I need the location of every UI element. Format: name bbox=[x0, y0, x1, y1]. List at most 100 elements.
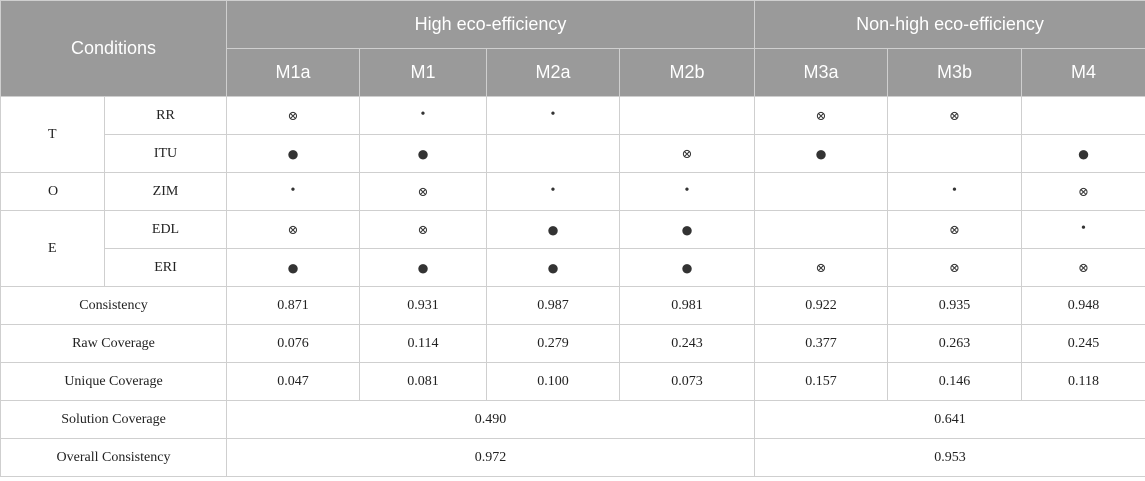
condition-cell: • bbox=[619, 172, 755, 211]
model-header-m3a: M3a bbox=[754, 48, 888, 97]
peripheral-condition-icon: • bbox=[550, 183, 556, 199]
group-label-o: O bbox=[0, 172, 105, 211]
stat-value: 0.076 bbox=[226, 324, 360, 363]
absent-condition-icon: ⊗ bbox=[815, 107, 827, 123]
stat-value: 0.047 bbox=[226, 362, 360, 401]
peripheral-condition-icon: • bbox=[420, 107, 426, 123]
condition-cell: ⊗ bbox=[754, 248, 888, 287]
model-header-m1: M1 bbox=[359, 48, 487, 97]
condition-label: EDL bbox=[104, 210, 227, 249]
condition-cell: ● bbox=[226, 248, 360, 287]
absent-condition-icon: ⊗ bbox=[949, 221, 960, 237]
condition-cell: ⊗ bbox=[887, 96, 1022, 135]
stat-label: Consistency bbox=[0, 286, 227, 325]
condition-cell: ⊗ bbox=[887, 210, 1022, 249]
condition-cell: ● bbox=[1020, 134, 1145, 173]
absent-condition-icon: ⊗ bbox=[949, 107, 960, 123]
condition-cell bbox=[887, 134, 1022, 173]
condition-cell: ⊗ bbox=[226, 96, 360, 135]
condition-cell: ⊗ bbox=[887, 248, 1022, 287]
stat-row-consistency: Consistency 0.871 0.931 0.987 0.981 0.92… bbox=[0, 286, 1145, 325]
condition-label: ITU bbox=[104, 134, 227, 173]
group-label-e: E bbox=[0, 210, 105, 287]
absent-condition-icon: ⊗ bbox=[417, 183, 429, 199]
stat-value: 0.081 bbox=[359, 362, 487, 401]
solution-label: Solution Coverage bbox=[0, 400, 227, 439]
core-condition-icon: ● bbox=[680, 254, 694, 280]
non-high-eco-efficiency-header: Non-high eco-efficiency bbox=[753, 0, 1145, 49]
condition-cell: • bbox=[359, 96, 487, 135]
group-label-t: T bbox=[0, 96, 105, 173]
stat-value: 0.377 bbox=[754, 324, 888, 363]
absent-condition-icon: ⊗ bbox=[949, 259, 960, 275]
condition-cell bbox=[754, 210, 888, 249]
condition-cell: ● bbox=[359, 134, 487, 173]
high-eco-efficiency-header: High eco-efficiency bbox=[226, 0, 755, 49]
absent-condition-icon: ⊗ bbox=[287, 107, 299, 123]
peripheral-condition-icon: • bbox=[550, 107, 556, 123]
solution-value-nonhigh: 0.641 bbox=[753, 400, 1145, 439]
stat-value: 0.931 bbox=[359, 286, 487, 325]
condition-cell: ⊗ bbox=[359, 210, 487, 249]
condition-label: RR bbox=[104, 96, 227, 135]
stat-value: 0.948 bbox=[1020, 286, 1145, 325]
stat-value: 0.981 bbox=[619, 286, 755, 325]
stat-value: 0.146 bbox=[887, 362, 1022, 401]
header-row-groups: Conditions High eco-efficiency Non-high … bbox=[0, 0, 1145, 97]
stat-value: 0.157 bbox=[754, 362, 888, 401]
overall-consistency-row: Overall Consistency 0.972 0.953 bbox=[0, 438, 1145, 477]
absent-condition-icon: ⊗ bbox=[815, 259, 827, 275]
solution-value-high: 0.490 bbox=[226, 400, 755, 439]
core-condition-icon: ● bbox=[1076, 140, 1091, 166]
peripheral-condition-icon: • bbox=[684, 183, 690, 199]
core-condition-icon: ● bbox=[814, 140, 828, 166]
condition-cell: • bbox=[486, 96, 620, 135]
condition-cell: ⊗ bbox=[619, 134, 755, 173]
condition-cell: ● bbox=[359, 248, 487, 287]
core-condition-icon: ● bbox=[416, 254, 430, 280]
condition-cell bbox=[1020, 96, 1145, 135]
solution-value-nonhigh: 0.953 bbox=[753, 438, 1145, 477]
condition-cell bbox=[619, 96, 755, 135]
condition-cell: ● bbox=[486, 248, 620, 287]
condition-row-itu: ITU ● ● ⊗ ● ● bbox=[1, 134, 1145, 173]
condition-cell: ⊗ bbox=[226, 210, 360, 249]
stat-value: 0.987 bbox=[486, 286, 620, 325]
core-condition-icon: ● bbox=[286, 254, 300, 280]
absent-condition-icon: ⊗ bbox=[417, 221, 429, 237]
condition-cell: ⊗ bbox=[359, 172, 487, 211]
stat-row-unique-coverage: Unique Coverage 0.047 0.081 0.100 0.073 … bbox=[0, 362, 1145, 401]
peripheral-condition-icon: • bbox=[290, 183, 296, 199]
solution-label: Overall Consistency bbox=[0, 438, 227, 477]
stat-value: 0.935 bbox=[887, 286, 1022, 325]
stat-value: 0.279 bbox=[486, 324, 620, 363]
model-header-m3b: M3b bbox=[887, 48, 1022, 97]
stat-value: 0.871 bbox=[226, 286, 360, 325]
absent-condition-icon: ⊗ bbox=[1078, 183, 1089, 199]
condition-row-eri: ERI ● ● ● ● ⊗ ⊗ ⊗ bbox=[1, 248, 1145, 287]
conditions-header: Conditions bbox=[0, 0, 227, 97]
peripheral-condition-icon: • bbox=[952, 183, 957, 199]
condition-cell: • bbox=[1020, 210, 1145, 249]
model-header-m2a: M2a bbox=[486, 48, 620, 97]
stat-value: 0.263 bbox=[887, 324, 1022, 363]
solution-value-high: 0.972 bbox=[226, 438, 755, 477]
stat-value: 0.922 bbox=[754, 286, 888, 325]
stat-value: 0.245 bbox=[1020, 324, 1145, 363]
condition-row-rr: T RR ⊗ • • ⊗ ⊗ bbox=[0, 96, 1145, 173]
absent-condition-icon: ⊗ bbox=[681, 145, 693, 161]
condition-cell bbox=[754, 172, 888, 211]
absent-condition-icon: ⊗ bbox=[1078, 259, 1089, 275]
model-header-m4: M4 bbox=[1020, 48, 1145, 97]
condition-cell: ⊗ bbox=[754, 96, 888, 135]
condition-row-zim: O ZIM • ⊗ • • • ⊗ bbox=[0, 172, 1145, 211]
core-condition-icon: ● bbox=[680, 216, 694, 242]
peripheral-condition-icon: • bbox=[1081, 221, 1086, 237]
header-row-models: M1a M1 M2a M2b M3a M3b M4 bbox=[1, 48, 1145, 97]
stat-label: Unique Coverage bbox=[0, 362, 227, 401]
table-body: T RR ⊗ • • ⊗ ⊗ ITU ● ● ⊗ ● ● O ZIM • ⊗ •… bbox=[0, 96, 1145, 477]
stat-row-raw-coverage: Raw Coverage 0.076 0.114 0.279 0.243 0.3… bbox=[0, 324, 1145, 363]
core-condition-icon: ● bbox=[416, 140, 430, 166]
core-condition-icon: ● bbox=[546, 216, 560, 242]
